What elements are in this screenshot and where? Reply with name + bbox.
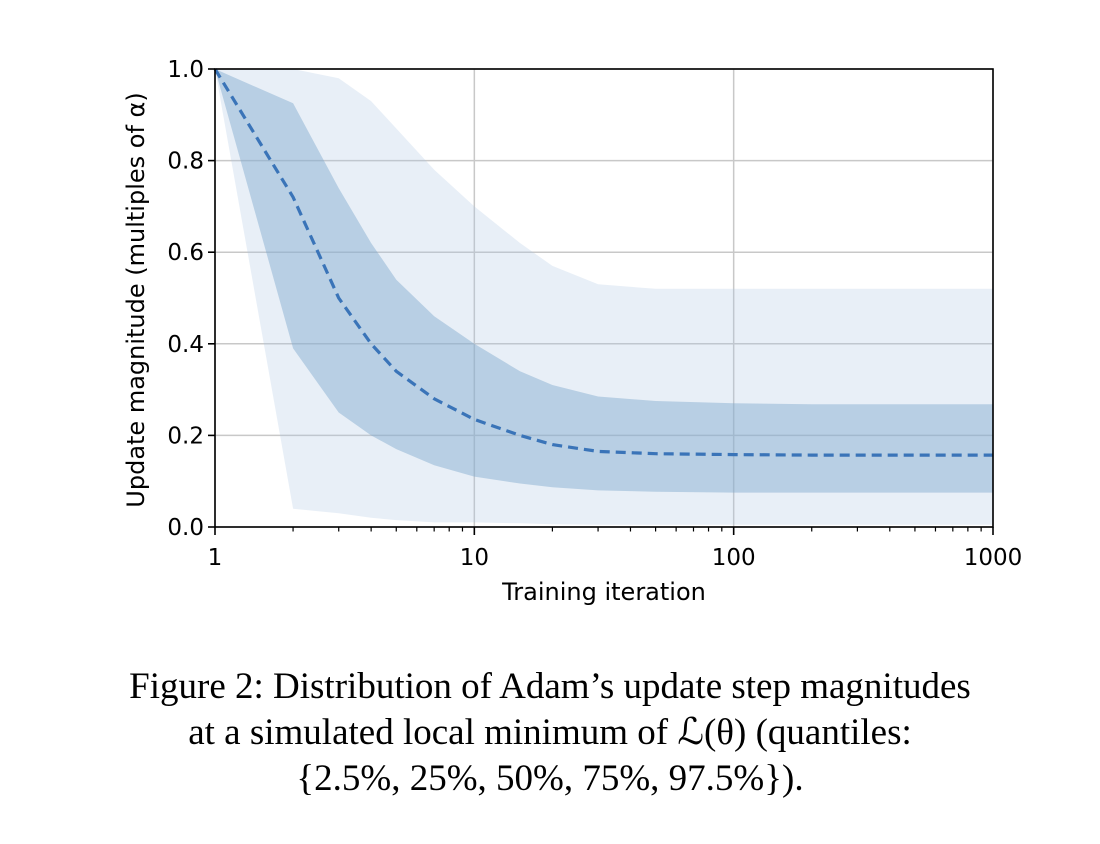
band-inner-25-75	[215, 69, 993, 493]
x-tick-label: 1000	[964, 545, 1023, 571]
y-tick-label: 0.8	[167, 149, 204, 175]
plot-area: 0.0 0.2 0.4 0.6 0.8 1.0 1 10 100 1000	[167, 57, 1022, 571]
band-outer-2.5-97.5	[215, 69, 993, 525]
caption-line-2: at a simulated local minimum of ℒ(θ) (qu…	[188, 712, 912, 753]
x-axis-label: Training iteration	[501, 578, 706, 606]
y-tick-label: 1.0	[167, 57, 204, 83]
y-tick-label: 0.2	[167, 423, 204, 449]
axes-frame	[214, 68, 994, 528]
y-axis-label: Update magnitude (multiples of α)	[122, 92, 150, 507]
y-tick-label: 0.6	[167, 240, 204, 266]
figure-caption: Figure 2: Distribution of Adam’s update …	[0, 664, 1100, 802]
caption-line-1: Figure 2: Distribution of Adam’s update …	[129, 666, 971, 707]
x-tick-label: 1	[208, 545, 223, 571]
caption-line-3: {2.5%, 25%, 50%, 75%, 97.5%}).	[296, 758, 804, 799]
x-tick-label: 10	[460, 545, 489, 571]
median-line	[213, 68, 993, 457]
y-tick-label: 0.0	[167, 515, 204, 541]
y-tick-label: 0.4	[167, 332, 204, 358]
x-tick-label: 100	[712, 545, 756, 571]
